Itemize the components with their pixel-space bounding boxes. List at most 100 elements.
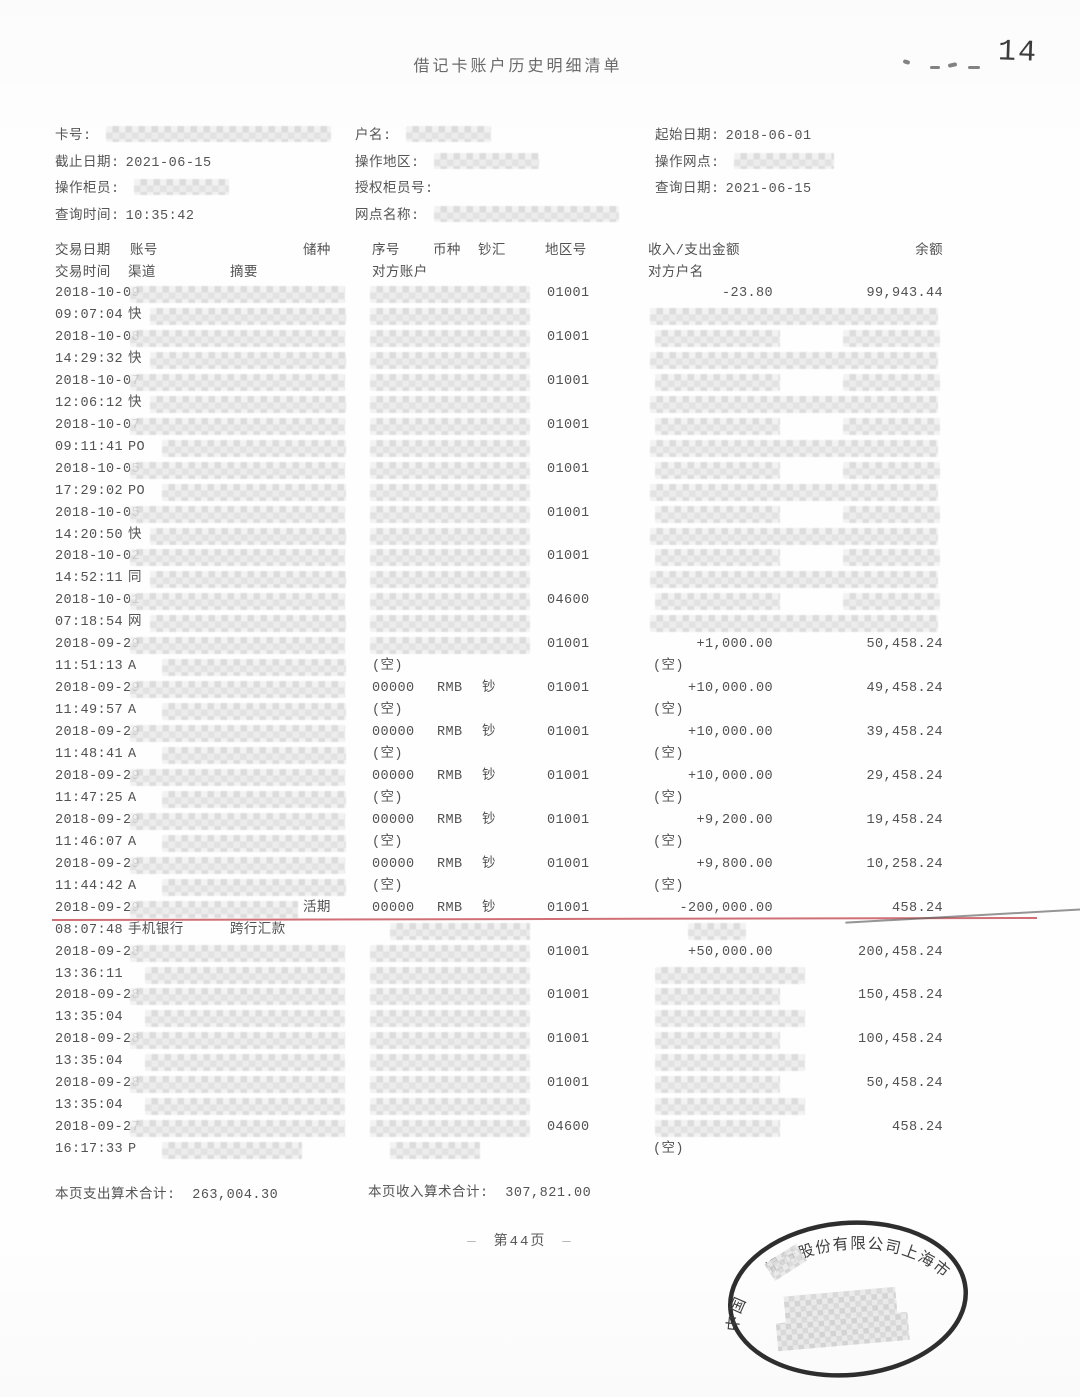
redacted-serial [370, 286, 530, 303]
stamp-redaction [775, 1311, 910, 1352]
region-code: 04600 [547, 1120, 590, 1135]
transaction-channel: A [128, 703, 137, 718]
income-total-label: 本页收入算术合计: [368, 1186, 489, 1201]
income-total-line: 本页收入算术合计: 307,821.00 [368, 1180, 591, 1201]
redacted-value [405, 126, 491, 142]
transaction-time: 14:20:50 [55, 528, 124, 543]
counterparty-name: (空) [653, 879, 684, 894]
transaction-time: 12:06:12 [55, 396, 124, 411]
header-field-label: 起始日期: [655, 129, 720, 144]
transaction-time: 09:11:41 [55, 440, 124, 455]
redacted-channel [150, 528, 346, 545]
column-header: 币种 [433, 244, 461, 259]
transaction-channel: 快 [128, 528, 142, 543]
redacted-counterparty-name [655, 1010, 805, 1027]
transaction-channel: 快 [128, 352, 142, 367]
redacted-channel [145, 1010, 345, 1027]
redacted-account [130, 813, 345, 830]
redacted-channel [145, 1054, 345, 1071]
income-total-value: 307,821.00 [505, 1186, 592, 1201]
account-balance: 200,458.24 [857, 945, 943, 960]
redacted-counterparty-account [370, 571, 530, 588]
counterparty-name: (空) [653, 1142, 684, 1157]
account-balance: 29,458.24 [866, 769, 943, 784]
redacted-balance [843, 549, 940, 566]
redacted-serial [370, 1032, 530, 1049]
redacted-value [105, 126, 331, 142]
redacted-serial [370, 374, 530, 391]
transaction-channel: A [128, 659, 137, 674]
transaction-date: 2018-09-28 [55, 945, 141, 960]
transaction-time: 13:35:04 [55, 1098, 124, 1113]
redacted-counterparty-account [370, 352, 530, 369]
column-header: 摘要 [230, 266, 258, 281]
redacted-account [130, 681, 345, 698]
redacted-counterparty-account [370, 1098, 530, 1115]
transaction-date: 2018-09-29 [55, 769, 141, 784]
redacted-value [433, 152, 539, 169]
redacted-amount [655, 593, 780, 610]
expense-total-value: 263,004.30 [192, 1188, 279, 1203]
transaction-date: 2018-09-28 [55, 1076, 141, 1091]
redacted-channel [162, 747, 346, 764]
account-balance: 50,458.24 [866, 637, 943, 652]
cash-flag: 钞 [482, 901, 496, 916]
region-code: 01001 [547, 418, 590, 433]
redacted-serial [370, 593, 530, 610]
header-field: 网点名称: [355, 203, 619, 224]
transaction-channel: A [128, 747, 137, 762]
transaction-channel: A [128, 791, 137, 806]
transaction-time: 11:51:13 [55, 659, 124, 674]
transaction-date: 2018-09-28 [55, 988, 141, 1003]
transaction-time: 14:52:11 [55, 571, 124, 586]
transaction-time: 11:47:25 [55, 791, 124, 806]
account-balance: 458.24 [891, 1120, 943, 1135]
redacted-balance [843, 330, 940, 347]
redacted-value [733, 152, 834, 169]
header-field-label: 网点名称: [355, 208, 420, 224]
column-header: 对方账户 [372, 266, 428, 281]
column-header: 余额 [915, 244, 943, 259]
region-code: 01001 [547, 374, 590, 389]
header-field-label: 截止日期: [55, 155, 120, 171]
redacted-amount [655, 330, 780, 347]
redacted-counterparty-account [370, 308, 530, 325]
transaction-channel: 同 [128, 571, 142, 586]
header-field-value: 2021-06-15 [125, 155, 212, 171]
redacted-amount [655, 374, 780, 391]
redacted-channel [162, 791, 346, 808]
redacted-counterparty-name [650, 571, 938, 588]
transaction-time: 11:48:41 [55, 747, 124, 762]
serial-number: 00000 [372, 681, 415, 696]
redacted-account [130, 1032, 345, 1049]
redacted-value [433, 205, 619, 222]
redacted-counterparty-name [688, 923, 746, 940]
expense-total-line: 本页支出算术合计: 263,004.30 [55, 1182, 278, 1203]
header-field: 卡号: [55, 123, 331, 144]
redacted-counterparty-account [370, 484, 530, 501]
region-code: 01001 [547, 945, 590, 960]
region-code: 01001 [547, 857, 590, 872]
currency: RMB [437, 725, 463, 740]
transaction-summary: 跨行汇款 [230, 923, 286, 938]
redacted-counterparty-account [370, 1010, 530, 1027]
redacted-channel [162, 879, 346, 896]
column-header: 地区号 [545, 244, 587, 259]
header-field-label: 操作网点: [655, 155, 720, 171]
header-field-label: 户名: [355, 129, 392, 144]
serial-number: 00000 [372, 813, 415, 828]
transaction-channel: PO [128, 484, 146, 499]
region-code: 01001 [547, 286, 590, 301]
transaction-time: 11:46:07 [55, 835, 124, 850]
transaction-date: 2018-09-28 [55, 1032, 141, 1047]
redacted-channel [150, 308, 346, 325]
transaction-time: 07:18:54 [55, 615, 124, 630]
transaction-amount: +10,000.00 [687, 681, 773, 696]
dash-right: — [562, 1234, 573, 1250]
region-code: 01001 [547, 681, 590, 696]
redacted-serial [370, 506, 530, 523]
redacted-counterparty-name [655, 1054, 805, 1071]
transaction-time: 13:36:11 [55, 967, 124, 982]
transaction-channel: A [128, 835, 137, 850]
region-code: 01001 [547, 988, 590, 1003]
